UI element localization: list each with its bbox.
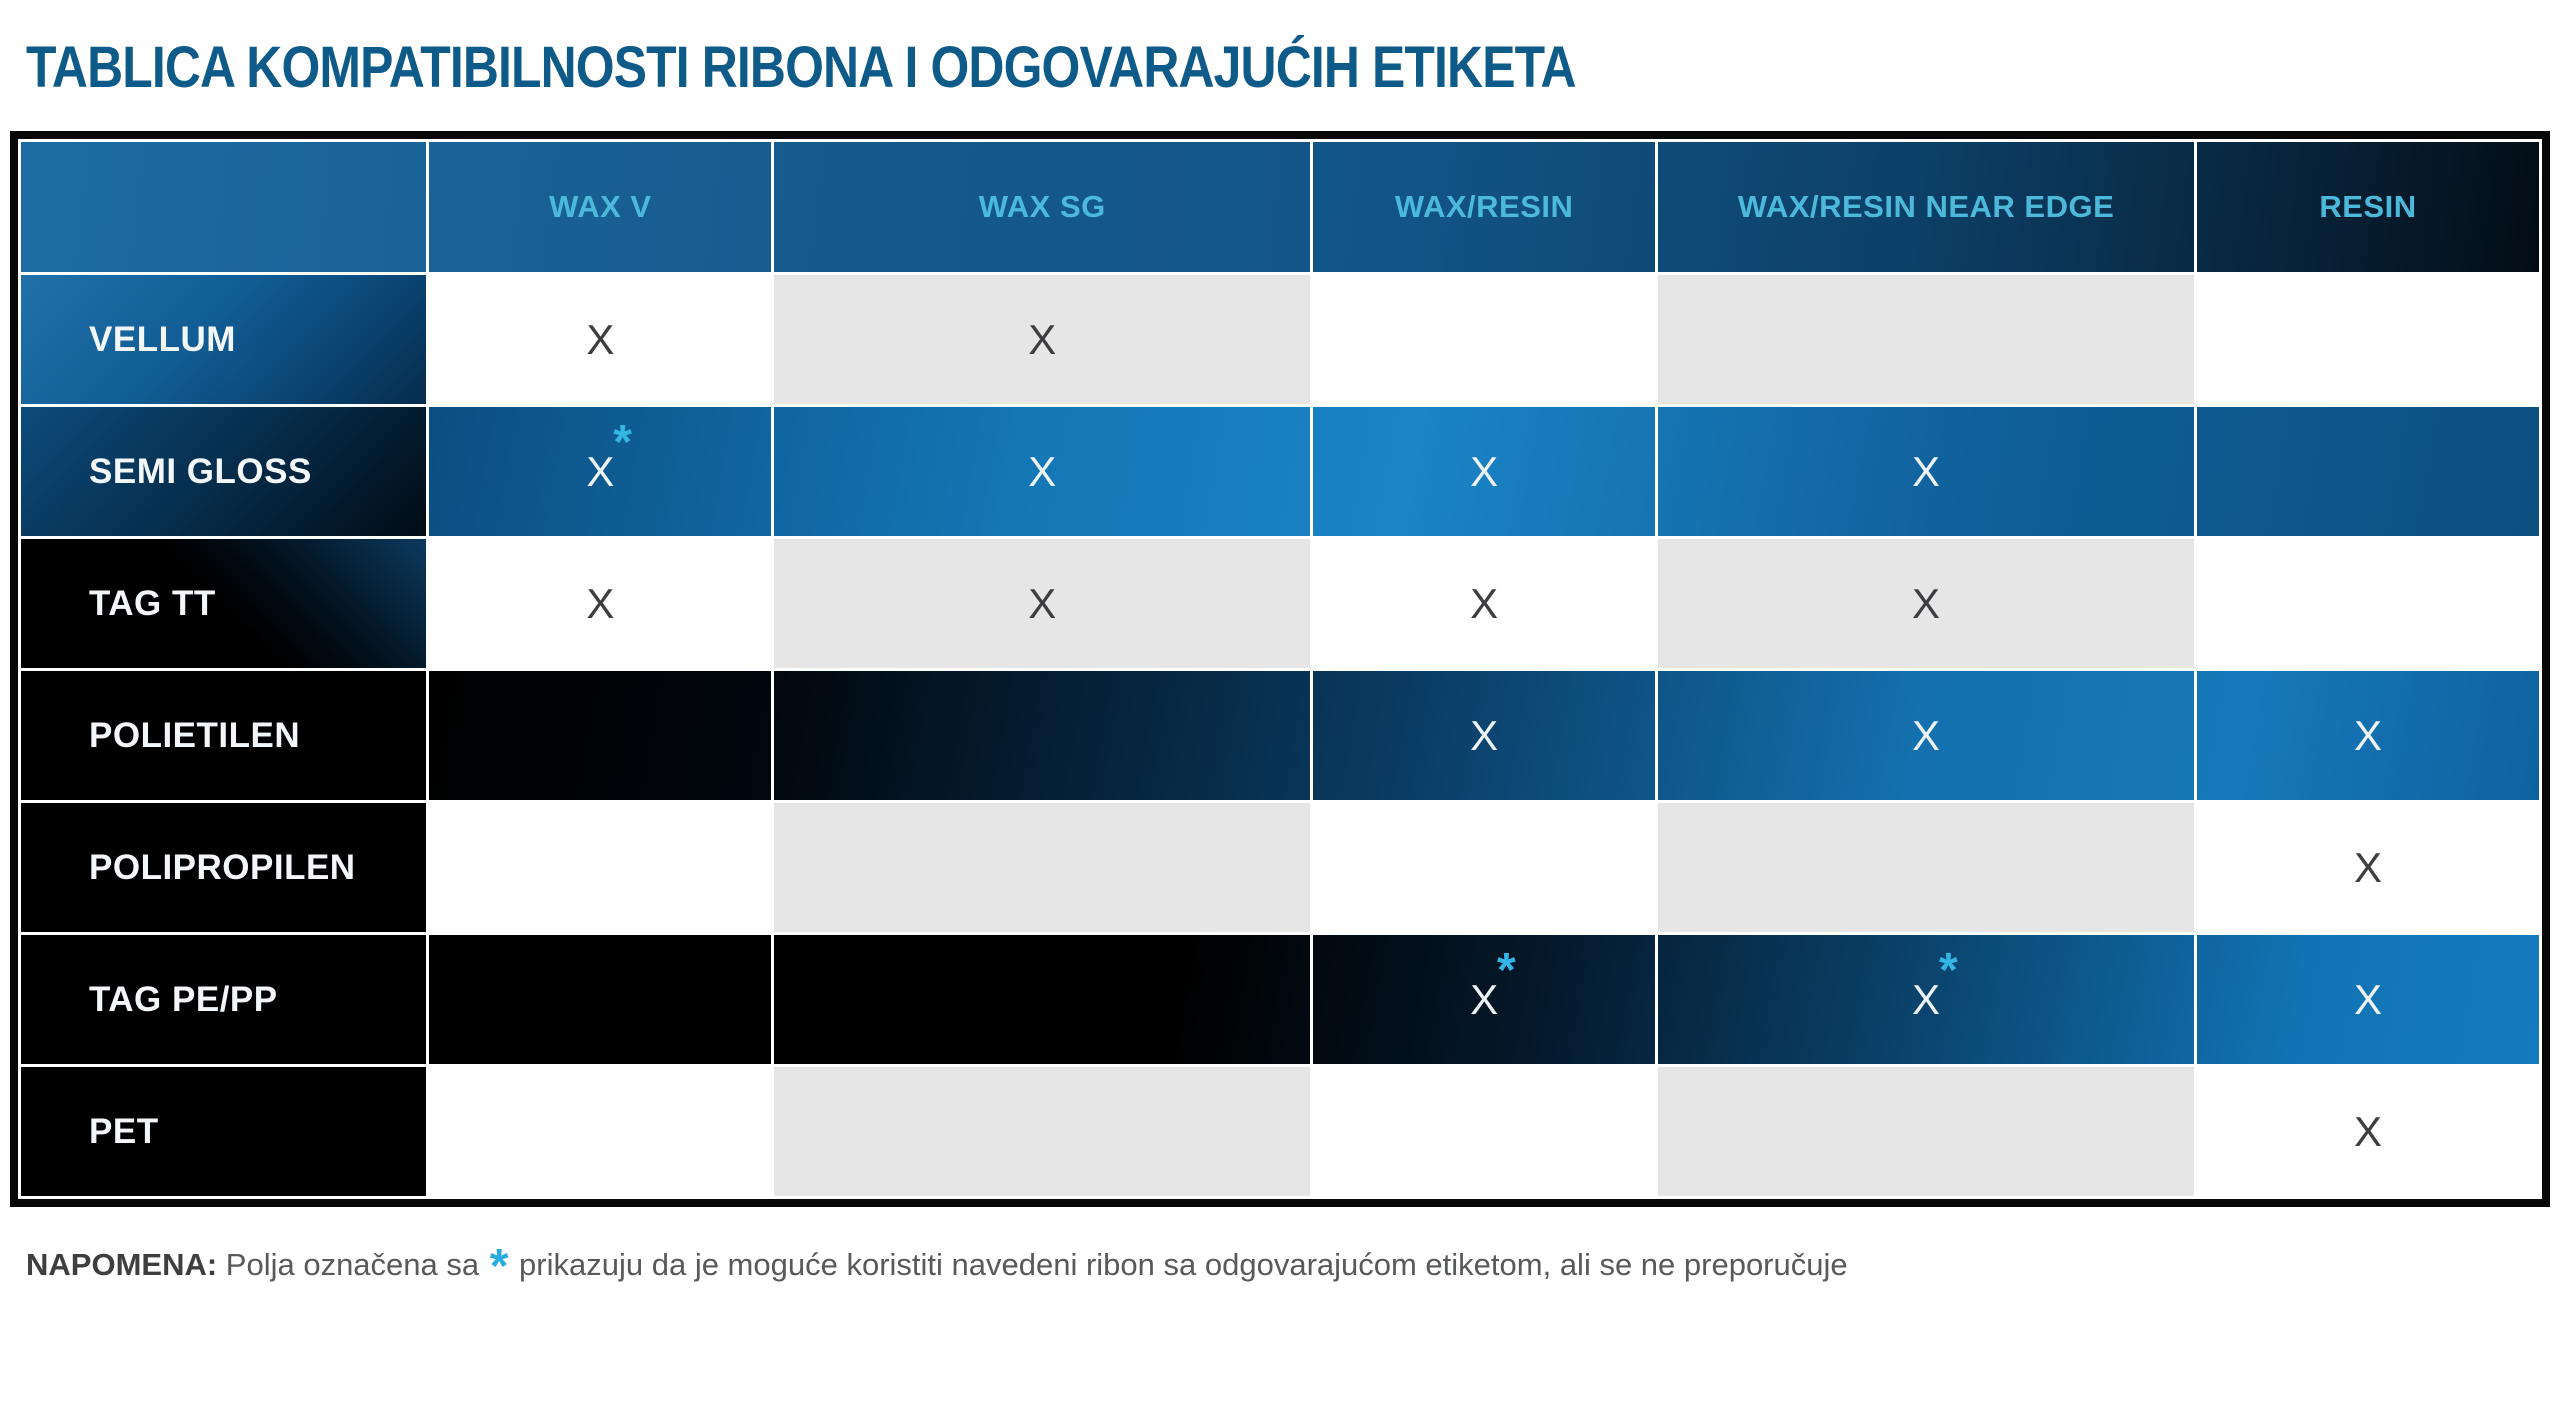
row-label-cell: VELLUM [21, 275, 427, 404]
table-row-tag-pe-pp: TAG PE/PP X * X * X [21, 932, 2539, 1064]
x-mark: X [586, 447, 615, 495]
column-header-label: RESIN [2319, 189, 2417, 224]
x-mark: X [1470, 975, 1499, 1023]
row-label-cell: TAG PE/PP [21, 935, 427, 1064]
x-mark: X [1912, 975, 1941, 1023]
x-mark: X [2353, 975, 2382, 1023]
row-label: PET [89, 1111, 159, 1151]
table-cell [426, 1067, 772, 1196]
footnote-label: NAPOMENA: [26, 1247, 218, 1282]
row-label: TAG PE/PP [89, 979, 278, 1019]
table-row-semi-gloss: SEMI GLOSS X * X X X [21, 404, 2539, 536]
row-label: VELLUM [89, 319, 236, 359]
column-header-wax-resin-near-edge: WAX/RESIN NEAR EDGE [1655, 142, 2194, 272]
table-row-polipropilen: POLIPROPILEN X [21, 800, 2539, 932]
table-cell: X [1310, 539, 1656, 668]
x-mark: X [1912, 579, 1941, 627]
column-header-wax-sg: WAX SG [771, 142, 1310, 272]
x-mark: X [1028, 579, 1057, 627]
table-cell: X [1655, 539, 2194, 668]
table-cell [426, 671, 771, 800]
table-cell [2193, 275, 2539, 404]
table-cell: X [1655, 407, 2194, 536]
table-cell [2193, 407, 2539, 536]
table-row-pet: PET X [21, 1064, 2539, 1196]
row-label-cell: TAG TT [21, 539, 427, 668]
table-cell: X [2193, 803, 2539, 932]
page: TABLICA KOMPATIBILNOSTI RIBONA I ODGOVAR… [0, 34, 2560, 1413]
footnote: NAPOMENA: Polja označena sa * prikazuju … [26, 1243, 2560, 1291]
row-label-cell: SEMI GLOSS [21, 407, 427, 536]
table-row-vellum: VELLUM X X [21, 272, 2539, 404]
page-title: TABLICA KOMPATIBILNOSTI RIBONA I ODGOVAR… [26, 35, 1577, 100]
column-header-label: WAX V [549, 189, 652, 224]
row-label-cell: POLIPROPILEN [21, 803, 427, 932]
table-cell: X [2193, 671, 2539, 800]
table-cell [1655, 1067, 2194, 1196]
table-cell [771, 803, 1311, 932]
table-cell [426, 935, 771, 1064]
x-mark: X [1470, 447, 1499, 495]
x-mark: X [1912, 447, 1941, 495]
table-cell: X [1655, 671, 2194, 800]
table-cell [426, 803, 772, 932]
x-mark: X [1028, 447, 1057, 495]
table-cell: X [426, 275, 772, 404]
x-mark: X [586, 579, 615, 627]
table-row-tag-tt: TAG TT X X X X [21, 536, 2539, 668]
row-label: POLIPROPILEN [89, 847, 356, 887]
table-cell: X [426, 539, 772, 668]
table-row-polietilen: POLIETILEN X X X [21, 668, 2539, 800]
column-header-label: WAX/RESIN [1394, 189, 1574, 224]
row-label: SEMI GLOSS [89, 451, 312, 491]
table-cell [771, 935, 1310, 1064]
x-mark: X [2353, 1107, 2382, 1155]
table-cell: X * [426, 407, 771, 536]
table-cell [1655, 803, 2194, 932]
table-header-row: WAX V WAX SG WAX/RESIN WAX/RESIN NEAR ED… [21, 142, 2539, 272]
x-mark: X [1470, 711, 1499, 759]
x-mark: X [586, 315, 615, 363]
row-label: POLIETILEN [89, 715, 301, 755]
column-header-resin: RESIN [2193, 142, 2539, 272]
column-header-label: WAX/RESIN NEAR EDGE [1737, 189, 2115, 224]
compatibility-table: WAX V WAX SG WAX/RESIN WAX/RESIN NEAR ED… [10, 131, 2550, 1207]
table-cell: X [771, 407, 1310, 536]
table-cell [1655, 275, 2194, 404]
star-asterisk: * [1497, 943, 1516, 997]
footnote-star-asterisk: * [489, 1240, 509, 1293]
table-cell [1310, 803, 1656, 932]
table-cell: X [2193, 935, 2539, 1064]
row-label-cell: POLIETILEN [21, 671, 427, 800]
table-cell: X [2193, 1067, 2539, 1196]
column-header-wax-v: WAX V [426, 142, 771, 272]
x-mark: X [1470, 579, 1499, 627]
table-cell [1310, 1067, 1656, 1196]
table-cell: X * [1655, 935, 2194, 1064]
x-mark: X [2353, 843, 2382, 891]
table-cell [1310, 275, 1656, 404]
star-asterisk: * [613, 415, 632, 469]
column-header-wax-resin: WAX/RESIN [1310, 142, 1655, 272]
x-mark: X [1912, 711, 1941, 759]
corner-cell [21, 142, 426, 272]
table-cell: X [771, 275, 1311, 404]
star-asterisk: * [1938, 943, 1958, 997]
table-cell [2193, 539, 2539, 668]
table-cell: X [1310, 407, 1655, 536]
footnote-text-after: prikazuju da je moguće koristiti naveden… [510, 1247, 1848, 1282]
table-cell: X * [1310, 935, 1655, 1064]
footnote-text-before: Polja označena sa [217, 1247, 488, 1282]
row-label-cell: PET [21, 1067, 427, 1196]
table-cell: X [771, 539, 1311, 668]
table-cell: X [1310, 671, 1655, 800]
column-header-label: WAX SG [978, 189, 1106, 224]
x-mark: X [2353, 711, 2382, 759]
x-mark: X [1028, 315, 1057, 363]
table-cell [771, 671, 1310, 800]
row-label: TAG TT [89, 583, 216, 623]
table-cell [771, 1067, 1311, 1196]
